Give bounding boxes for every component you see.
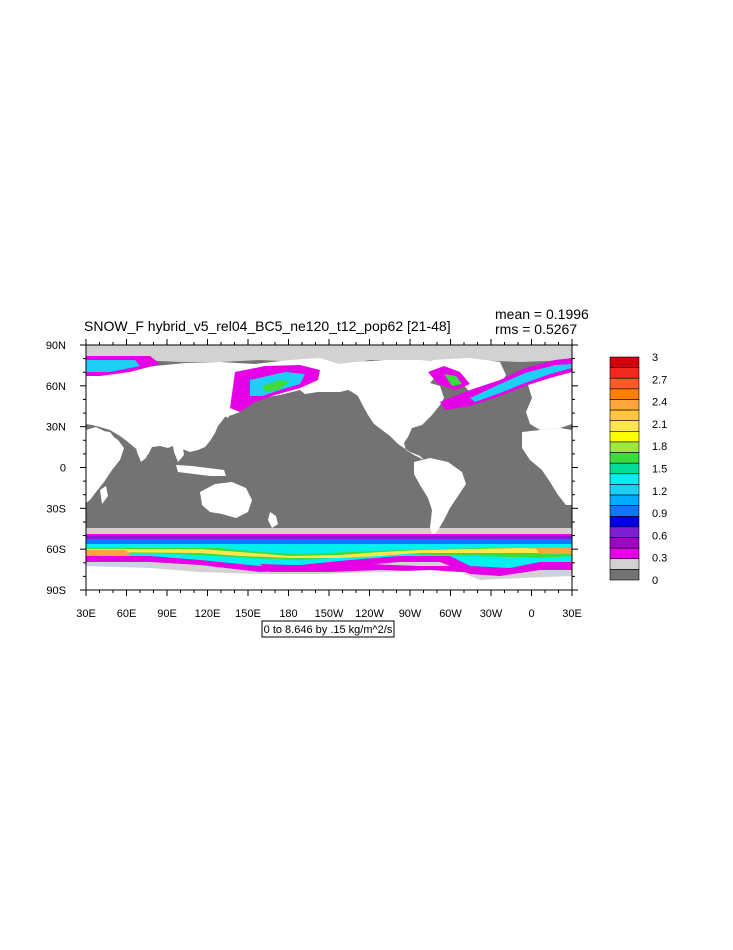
colorbar-swatch <box>609 409 640 422</box>
southern-snow-blue <box>86 539 572 545</box>
arctic-snow-bands <box>86 356 572 412</box>
south-america-continent <box>414 458 466 536</box>
colorbar-swatch <box>609 388 640 400</box>
x-tick-label: 30E <box>562 608 582 620</box>
y-tick-label: 0 <box>60 463 66 475</box>
colorbar-swatch <box>609 473 640 485</box>
colorbar-swatch <box>609 537 640 549</box>
southern-ocean-snow-bands <box>86 534 572 590</box>
x-tick-label: 30W <box>480 608 503 620</box>
colorbar-label: 1.5 <box>652 464 667 476</box>
colorbar-labels: 3 2.7 2.4 2.1 1.8 1.5 1.2 0.9 0.6 0.3 0 <box>652 352 667 587</box>
colorbar-label: 1.8 <box>652 441 667 453</box>
x-tick-label: 90W <box>399 608 422 620</box>
x-tick-label: 120E <box>195 608 221 620</box>
indochina-peninsula <box>172 440 184 462</box>
colorbar-swatch <box>609 526 640 538</box>
antarctic-coastal-snow <box>260 564 470 572</box>
west-africa-continent <box>522 428 572 505</box>
bering-snow-core <box>262 380 290 392</box>
antarctica-continent <box>86 566 572 590</box>
colorbar-swatch <box>609 505 640 517</box>
southern-snow-orange-east <box>535 548 572 554</box>
colorbar-swatch <box>609 547 640 560</box>
colorbar-swatch <box>609 399 640 411</box>
y-tick-label: 30N <box>46 422 66 434</box>
indonesia-archipelago <box>176 465 226 476</box>
y-tick-label: 60S <box>46 544 66 556</box>
map-ticks <box>80 339 578 596</box>
colorbar-swatch <box>609 452 640 464</box>
madagascar-island <box>100 486 108 504</box>
colorbar <box>609 356 640 581</box>
southern-snow-yellow <box>86 548 572 558</box>
colorbar-label: 2.4 <box>652 397 667 409</box>
y-tick-label: 90S <box>46 585 66 597</box>
colorbar-swatch <box>609 484 640 496</box>
labrador-snow-core <box>444 374 462 386</box>
mean-stat: mean = 0.1996 <box>495 306 589 322</box>
y-tick-label: 90N <box>46 340 66 352</box>
southern-ice-fringe <box>86 528 572 535</box>
x-tick-labels: 30E 60E 90E 120E 150E 180 150W 120W 90W 60W 30W 0 30… <box>76 608 582 620</box>
x-tick-label: 30E <box>76 608 96 620</box>
x-tick-label: 180 <box>279 608 297 620</box>
colorbar-swatch <box>609 377 640 390</box>
colorbar-swatch <box>609 356 640 368</box>
australia-continent <box>200 482 252 518</box>
map-panel <box>86 345 572 590</box>
x-tick-label: 90E <box>157 608 177 620</box>
x-tick-label: 0 <box>528 608 534 620</box>
colorbar-label: 3 <box>652 352 658 364</box>
colorbar-swatch <box>609 515 640 528</box>
colorbar-label: 2.7 <box>652 374 667 386</box>
colorbar-label: 2.1 <box>652 419 667 431</box>
india-subcontinent <box>134 438 150 462</box>
colorbar-swatch <box>609 367 640 379</box>
x-tick-label: 120W <box>355 608 384 620</box>
plot-title: SNOW_F hybrid_v5_rel04_BC5_ne120_t12_pop… <box>84 318 451 334</box>
north-america-continent <box>300 360 444 460</box>
range-label-box <box>261 620 395 638</box>
colorbar-swatch <box>609 558 640 570</box>
arabia-peninsula <box>96 430 116 446</box>
colorbar-label: 0.6 <box>652 530 667 542</box>
southern-snow-orange-west <box>86 550 132 556</box>
colorbar-label: 0.3 <box>652 553 667 565</box>
rms-stat: rms = 0.5267 <box>495 321 577 337</box>
north-atlantic-snow-mid <box>470 364 572 402</box>
colorbar-label: 1.2 <box>652 486 667 498</box>
colorbar-swatch <box>609 569 640 581</box>
x-tick-label: 60W <box>439 608 462 620</box>
colorbar-swatch <box>609 420 640 432</box>
x-tick-label: 150W <box>315 608 344 620</box>
range-label: 0 to 8.646 by .15 kg/m^2/s <box>264 624 393 636</box>
new-zealand-island <box>268 512 278 528</box>
barents-snow-core <box>86 360 140 372</box>
x-tick-label: 150E <box>235 608 261 620</box>
x-tick-label: 60E <box>117 608 137 620</box>
colorbar-label: 0 <box>652 575 658 587</box>
japan-island <box>224 402 232 418</box>
y-tick-label: 60N <box>46 381 66 393</box>
colorbar-swatch <box>609 494 640 506</box>
africa-continent <box>86 427 124 503</box>
colorbar-swatch <box>609 462 640 475</box>
y-tick-label: 30S <box>46 503 66 515</box>
y-tick-labels: 90N 60N 30N 0 30S 60S 90S <box>46 340 66 597</box>
colorbar-label: 0.9 <box>652 508 667 520</box>
colorbar-swatch <box>609 441 640 453</box>
colorbar-swatch <box>609 431 640 443</box>
